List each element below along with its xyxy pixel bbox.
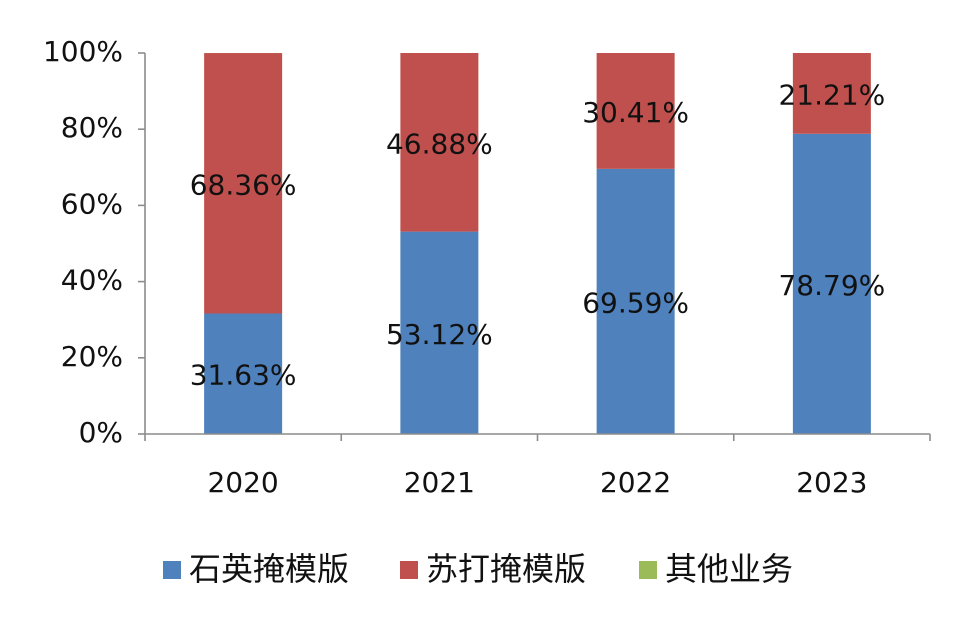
data-label-2023-series-1: 21.21% bbox=[778, 78, 885, 111]
bars-layer bbox=[204, 53, 871, 434]
x-tick-label: 2023 bbox=[796, 466, 867, 499]
data-label-2022-series-0: 69.59% bbox=[582, 286, 689, 319]
legend-label-0: 石英掩模版 bbox=[189, 550, 349, 588]
data-label-2020-series-0: 31.63% bbox=[190, 359, 297, 392]
legend-swatch-2 bbox=[639, 561, 657, 579]
y-tick-label: 80% bbox=[61, 111, 123, 144]
x-tick-label: 2020 bbox=[207, 466, 278, 499]
y-tick-label: 0% bbox=[79, 416, 123, 449]
y-tick-label: 100% bbox=[43, 35, 123, 68]
data-label-2021-series-1: 46.88% bbox=[386, 127, 493, 160]
legend-label-2: 其他业务 bbox=[665, 550, 793, 588]
legend-swatch-1 bbox=[400, 561, 418, 579]
data-label-2021-series-0: 53.12% bbox=[386, 318, 493, 351]
data-label-2022-series-1: 30.41% bbox=[582, 96, 689, 129]
x-tick-label: 2021 bbox=[404, 466, 475, 499]
data-labels-layer: 31.63% 68.36% 53.12% 46.88% 69.59% 30.41% 78.7… bbox=[190, 78, 886, 391]
y-tick-label: 40% bbox=[61, 264, 123, 297]
y-tick-label: 20% bbox=[61, 340, 123, 373]
y-tick-label: 60% bbox=[61, 187, 123, 220]
legend-label-1: 苏打掩模版 bbox=[426, 550, 586, 588]
data-label-2023-series-0: 78.79% bbox=[778, 269, 885, 302]
data-label-2020-series-1: 68.36% bbox=[190, 168, 297, 201]
legend: 石英掩模版 苏打掩模版 其他业务 bbox=[163, 550, 793, 588]
x-tick-label: 2022 bbox=[600, 466, 671, 499]
legend-swatch-0 bbox=[163, 561, 181, 579]
